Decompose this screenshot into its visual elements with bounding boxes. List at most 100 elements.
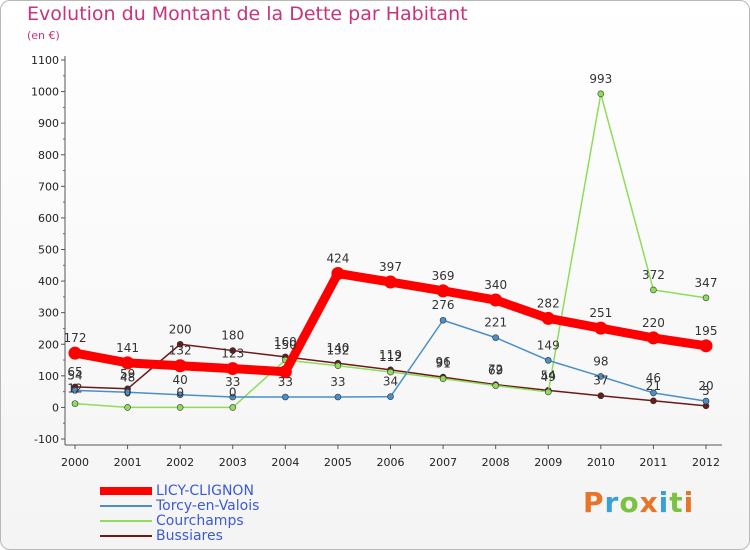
data-label: 48 — [120, 370, 135, 384]
data-label: 340 — [484, 278, 507, 292]
logo-letter: o — [619, 486, 640, 519]
data-label: 34 — [383, 375, 398, 389]
data-point — [646, 331, 660, 345]
data-label: 20 — [698, 379, 713, 393]
data-point — [594, 321, 608, 335]
data-label: 54 — [541, 368, 556, 382]
data-point — [650, 286, 657, 294]
data-point — [597, 392, 605, 400]
data-label: 160 — [274, 335, 297, 349]
data-label: 424 — [326, 252, 349, 266]
x-tick-label: 2011 — [639, 456, 667, 469]
logo-letter: r — [604, 486, 620, 519]
data-label: 347 — [695, 276, 718, 290]
data-label: 96 — [435, 355, 450, 369]
data-label: 0 — [124, 385, 132, 399]
data-point — [176, 391, 184, 399]
data-point — [71, 400, 79, 407]
y-tick-label: 0 — [52, 401, 59, 414]
data-label: 33 — [278, 375, 293, 389]
data-point — [121, 356, 135, 370]
logo-letter: t — [669, 486, 684, 519]
data-point — [492, 382, 499, 389]
data-label: 40 — [173, 373, 188, 387]
logo-letter: i — [683, 486, 695, 519]
x-tick-label: 2004 — [271, 456, 299, 469]
data-point — [229, 404, 237, 411]
legend-swatch — [100, 505, 152, 507]
data-label: 46 — [646, 371, 661, 385]
data-point — [384, 275, 397, 289]
data-label: 123 — [221, 347, 244, 361]
data-point — [492, 334, 499, 341]
data-point — [124, 388, 131, 396]
data-label: 140 — [326, 341, 349, 355]
y-tick-label: 300 — [38, 307, 59, 320]
data-label: 91 — [435, 357, 450, 371]
data-label: 54 — [67, 368, 82, 382]
data-label: 119 — [379, 348, 402, 362]
data-label: 65 — [67, 365, 82, 379]
legend-swatch — [100, 520, 152, 522]
data-label: 993 — [589, 72, 612, 86]
data-label: 369 — [432, 269, 455, 283]
data-label: 141 — [116, 341, 139, 355]
logo-letter: P — [583, 486, 605, 519]
data-point — [176, 340, 184, 348]
data-point — [124, 404, 131, 411]
data-point — [226, 362, 240, 376]
x-tick-label: 2007 — [429, 456, 457, 469]
data-label: 195 — [695, 324, 718, 338]
logo-letter: i — [658, 486, 670, 519]
data-label: 150 — [274, 338, 297, 352]
data-point — [71, 387, 79, 394]
x-tick-label: 2002 — [166, 456, 194, 469]
legend-label: Courchamps — [156, 513, 244, 529]
y-tick-label: 100 — [38, 370, 59, 383]
data-label: 12 — [67, 382, 82, 396]
data-point — [387, 368, 394, 376]
data-label: 132 — [326, 344, 349, 358]
data-point — [702, 294, 710, 302]
data-label: 98 — [593, 354, 608, 368]
data-point — [334, 393, 342, 401]
x-tick-label: 2008 — [482, 456, 510, 469]
y-tick-label: 1100 — [31, 54, 59, 67]
data-label: 172 — [64, 331, 87, 345]
y-tick-label: 600 — [38, 212, 59, 225]
data-point — [650, 389, 657, 397]
proxiti-logo: Proxiti — [583, 486, 694, 519]
data-point — [278, 365, 292, 379]
data-point — [439, 316, 447, 324]
logo-letter: x — [639, 486, 659, 519]
data-label: 282 — [537, 296, 560, 310]
data-label: 49 — [541, 370, 556, 384]
data-label: 69 — [488, 364, 503, 378]
data-point — [597, 90, 605, 98]
x-tick-label: 2000 — [61, 456, 89, 469]
data-label: 251 — [589, 306, 612, 320]
data-point — [544, 388, 552, 396]
data-point — [282, 393, 289, 401]
data-point — [597, 373, 605, 380]
legend-label: LICY-CLIGNON — [156, 483, 254, 499]
legend-label: Torcy-en-Valois — [156, 498, 260, 514]
data-point — [387, 393, 394, 400]
x-tick-label: 2009 — [534, 456, 562, 469]
data-label: 33 — [330, 375, 345, 389]
data-point — [541, 311, 555, 325]
x-tick-label: 2010 — [587, 456, 615, 469]
data-label: 72 — [488, 363, 503, 377]
data-point — [489, 293, 503, 307]
data-point — [331, 267, 345, 281]
data-label: 59 — [120, 367, 135, 381]
y-tick-label: 200 — [38, 338, 59, 351]
data-label: 276 — [432, 298, 455, 312]
x-tick-label: 2003 — [219, 456, 247, 469]
data-label: 5 — [702, 384, 710, 398]
y-tick-label: 700 — [38, 180, 59, 193]
data-point — [439, 375, 447, 382]
x-tick-label: 2012 — [692, 456, 720, 469]
data-label: 180 — [221, 329, 244, 343]
